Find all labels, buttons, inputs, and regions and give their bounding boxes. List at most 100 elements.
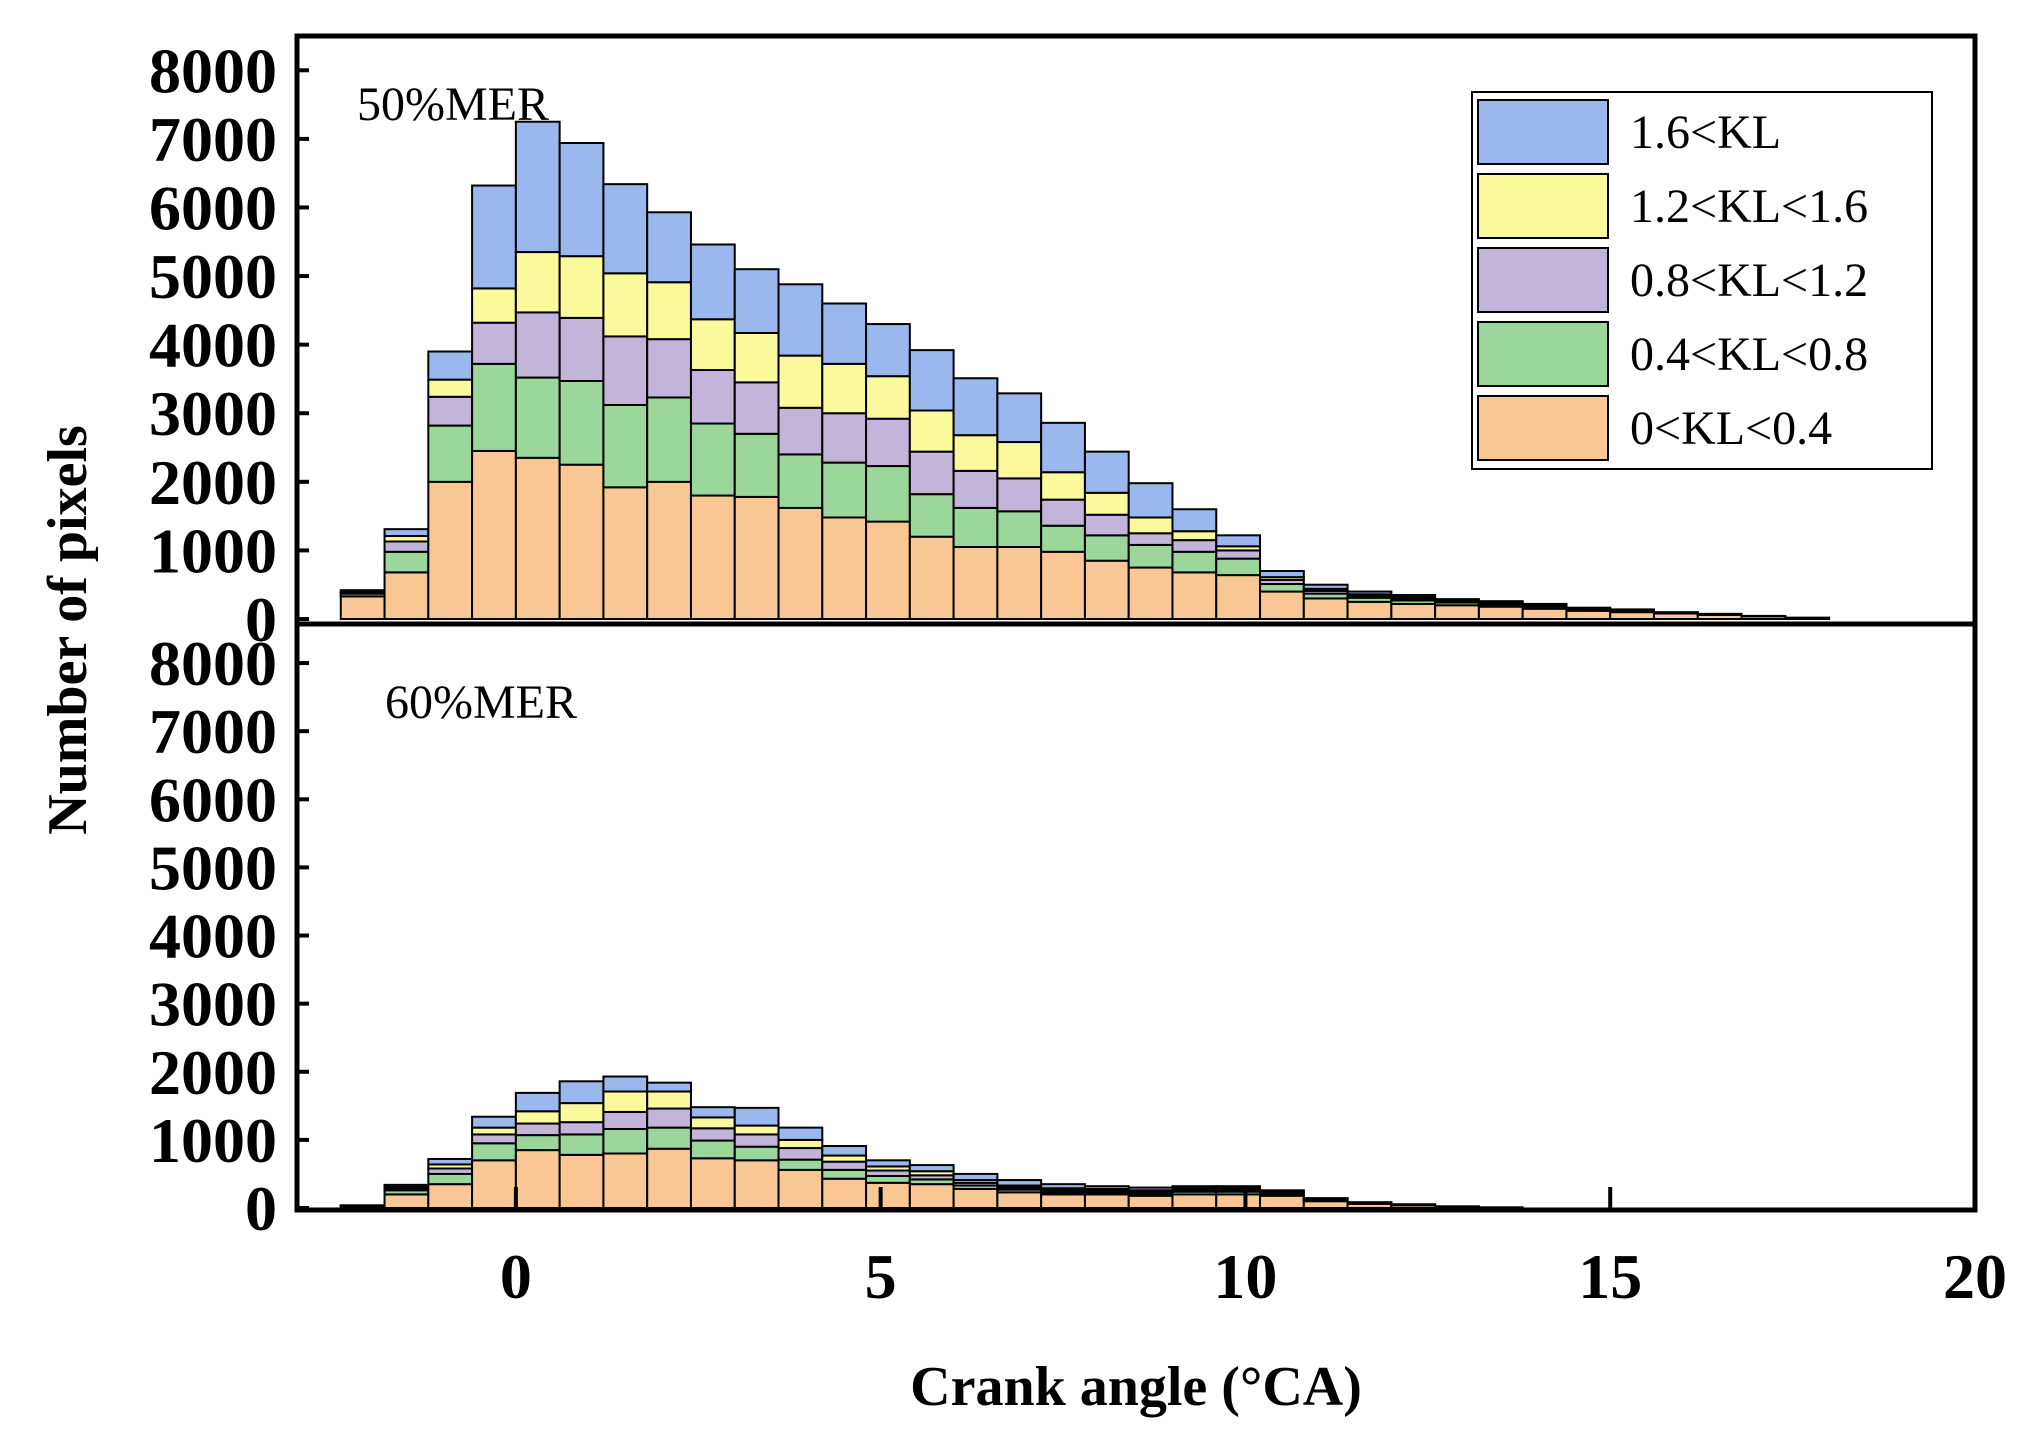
bar-60pctmer-16-lt-kl bbox=[865, 1159, 911, 1168]
bar-50pctmer-0-lt-kl-lt-04 bbox=[1565, 609, 1612, 620]
bar-60pctmer-0-lt-kl-lt-04 bbox=[514, 1149, 561, 1209]
bar-50pctmer-04-lt-kl-lt-08 bbox=[427, 424, 474, 483]
bar-60pctmer-16-lt-kl bbox=[1127, 1186, 1174, 1192]
bar-50pctmer-0-lt-kl-lt-04 bbox=[339, 595, 386, 621]
panel-label: 50%MER bbox=[357, 78, 549, 131]
bar-50pctmer-0-lt-kl-lt-04 bbox=[1390, 602, 1437, 620]
bar-60pctmer-16-lt-kl bbox=[1215, 1185, 1262, 1190]
bar-60pctmer-0-lt-kl-lt-04 bbox=[383, 1193, 430, 1209]
bar-60pctmer-0-lt-kl-lt-04 bbox=[646, 1147, 692, 1210]
y-tick-label: 0 bbox=[245, 1173, 277, 1244]
bar-50pctmer-16-lt-kl bbox=[1521, 602, 1568, 607]
bar-50pctmer-16-lt-kl bbox=[996, 392, 1043, 444]
bar-60pctmer-12-lt-kl-lt-16 bbox=[558, 1102, 605, 1124]
bar-50pctmer-04-lt-kl-lt-08 bbox=[689, 422, 736, 497]
bar-50pctmer-08-lt-kl-lt-12 bbox=[383, 540, 430, 553]
bar-50pctmer-08-lt-kl-lt-12 bbox=[733, 381, 780, 435]
bar-50pctmer-12-lt-kl-lt-16 bbox=[1040, 471, 1086, 501]
bar-60pctmer-16-lt-kl bbox=[383, 1183, 430, 1188]
plot-frame bbox=[294, 33, 1978, 1213]
y-tick-label: 7000 bbox=[149, 104, 277, 175]
y-tick-label: 7000 bbox=[149, 696, 277, 767]
bar-60pctmer-04-lt-kl-lt-08 bbox=[427, 1172, 474, 1186]
y-tick-label: 5000 bbox=[149, 832, 277, 903]
bar-50pctmer-0-lt-kl-lt-04 bbox=[1784, 616, 1831, 620]
y-tick-label: 0 bbox=[245, 584, 277, 655]
bar-50pctmer-16-lt-kl bbox=[1040, 421, 1086, 474]
bar-50pctmer-04-lt-kl-lt-08 bbox=[1259, 583, 1305, 593]
bar-50pctmer-08-lt-kl-lt-12 bbox=[1127, 532, 1174, 546]
bar-50pctmer-08-lt-kl-lt-12 bbox=[952, 469, 999, 509]
bar-50pctmer-04-lt-kl-lt-08 bbox=[558, 379, 605, 466]
bar-60pctmer-04-lt-kl-lt-08 bbox=[733, 1145, 780, 1162]
y-tick-label: 1000 bbox=[149, 515, 277, 586]
bar-60pctmer-0-lt-kl-lt-04 bbox=[1215, 1193, 1262, 1209]
bar-60pctmer-08-lt-kl-lt-12 bbox=[471, 1133, 517, 1145]
bar-60pctmer-0-lt-kl-lt-04 bbox=[1302, 1200, 1349, 1209]
bar-60pctmer-0-lt-kl-lt-04 bbox=[471, 1159, 517, 1209]
bar-50pctmer-08-lt-kl-lt-12 bbox=[558, 316, 605, 382]
bar-60pctmer-16-lt-kl bbox=[952, 1172, 999, 1182]
x-tick-label: 20 bbox=[1943, 1241, 2007, 1312]
bar-50pctmer-12-lt-kl-lt-16 bbox=[558, 255, 605, 319]
bar-60pctmer-0-lt-kl-lt-04 bbox=[1040, 1193, 1086, 1209]
y-tick-label: 8000 bbox=[149, 35, 277, 106]
bar-50pctmer-16-lt-kl bbox=[1127, 482, 1174, 519]
bar-50pctmer-12-lt-kl-lt-16 bbox=[865, 375, 911, 420]
bar-60pctmer-16-lt-kl bbox=[1083, 1185, 1130, 1190]
bar-50pctmer-04-lt-kl-lt-08 bbox=[777, 453, 824, 509]
legend-swatch-16-lt-kl bbox=[1477, 99, 1609, 165]
y-tick-label: 8000 bbox=[149, 628, 277, 699]
bar-60pctmer-0-lt-kl-lt-04 bbox=[427, 1183, 474, 1209]
bar-50pctmer-08-lt-kl-lt-12 bbox=[1215, 549, 1262, 560]
bar-50pctmer-16-lt-kl bbox=[1565, 606, 1612, 610]
bar-60pctmer-16-lt-kl bbox=[689, 1106, 736, 1119]
bar-50pctmer-16-lt-kl bbox=[1302, 583, 1349, 590]
x-axis-title: Crank angle (°CA) bbox=[910, 1356, 1362, 1418]
plot-border bbox=[294, 33, 1978, 1213]
bar-50pctmer-16-lt-kl bbox=[1477, 600, 1524, 604]
bar-60pctmer-04-lt-kl-lt-08 bbox=[689, 1139, 736, 1160]
bar-60pctmer-12-lt-kl-lt-16 bbox=[777, 1138, 824, 1150]
bar-60pctmer-04-lt-kl-lt-08 bbox=[471, 1142, 517, 1162]
bar-50pctmer-16-lt-kl bbox=[733, 268, 780, 334]
bar-50pctmer-16-lt-kl bbox=[1346, 590, 1393, 596]
bar-50pctmer-0-lt-kl-lt-04 bbox=[602, 486, 649, 620]
bar-50pctmer-04-lt-kl-lt-08 bbox=[383, 550, 430, 574]
bar-50pctmer-16-lt-kl bbox=[1215, 534, 1262, 548]
bar-60pctmer-16-lt-kl bbox=[558, 1080, 605, 1105]
bar-60pctmer-0-lt-kl-lt-04 bbox=[952, 1187, 999, 1209]
bar-50pctmer-04-lt-kl-lt-08 bbox=[733, 432, 780, 498]
bar-50pctmer-0-lt-kl-lt-04 bbox=[1215, 574, 1262, 620]
bar-60pctmer-16-lt-kl bbox=[996, 1179, 1043, 1187]
bar-60pctmer-0-lt-kl-lt-04 bbox=[996, 1191, 1043, 1209]
bar-60pctmer-16-lt-kl bbox=[646, 1081, 692, 1093]
bar-60pctmer-04-lt-kl-lt-08 bbox=[514, 1134, 561, 1152]
bar-50pctmer-16-lt-kl bbox=[1390, 593, 1437, 599]
bar-50pctmer-12-lt-kl-lt-16 bbox=[514, 251, 561, 314]
panel-label: 60%MER bbox=[385, 676, 577, 729]
bar-50pctmer-16-lt-kl bbox=[558, 141, 605, 258]
y-tick-label: 4000 bbox=[149, 310, 277, 381]
bar-50pctmer-12-lt-kl-lt-16 bbox=[821, 362, 868, 415]
bar-60pctmer-16-lt-kl bbox=[777, 1126, 824, 1141]
bar-50pctmer-16-lt-kl bbox=[821, 302, 868, 365]
bar-50pctmer-0-lt-kl-lt-04 bbox=[1040, 550, 1086, 620]
bar-50pctmer-08-lt-kl-lt-12 bbox=[908, 450, 955, 496]
legend-swatch-04-lt-kl-lt-08 bbox=[1477, 321, 1609, 387]
bar-50pctmer-12-lt-kl-lt-16 bbox=[646, 281, 692, 341]
bar-50pctmer-04-lt-kl-lt-08 bbox=[514, 376, 561, 459]
bar-60pctmer-08-lt-kl-lt-12 bbox=[689, 1127, 736, 1142]
bar-50pctmer-16-lt-kl bbox=[383, 528, 430, 538]
bar-60pctmer-16-lt-kl bbox=[602, 1075, 649, 1093]
bar-50pctmer-0-lt-kl-lt-04 bbox=[865, 520, 911, 620]
bar-50pctmer-08-lt-kl-lt-12 bbox=[1171, 539, 1218, 553]
bar-50pctmer-16-lt-kl bbox=[777, 283, 824, 357]
bar-50pctmer-12-lt-kl-lt-16 bbox=[1083, 491, 1130, 516]
bar-50pctmer-08-lt-kl-lt-12 bbox=[777, 406, 824, 456]
bar-50pctmer-0-lt-kl-lt-04 bbox=[777, 506, 824, 620]
legend-label-16-lt-kl: 1.6<KL bbox=[1630, 106, 1781, 159]
bar-50pctmer-12-lt-kl-lt-16 bbox=[908, 409, 955, 453]
